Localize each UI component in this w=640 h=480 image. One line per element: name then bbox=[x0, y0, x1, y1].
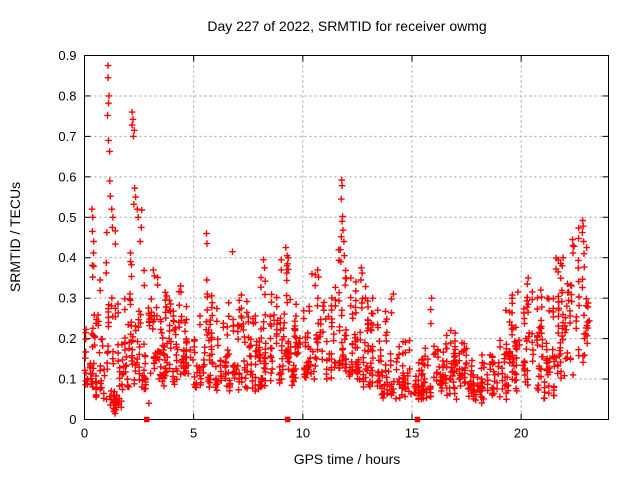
y-tick-label: 0.5 bbox=[58, 210, 76, 225]
zero-value-square-marker bbox=[284, 416, 291, 423]
y-tick-label: 0 bbox=[69, 412, 76, 427]
grid-lines bbox=[84, 55, 609, 420]
y-tick-label: 0.9 bbox=[58, 48, 76, 63]
x-tick-label: 20 bbox=[514, 426, 528, 441]
y-tick-label: 0.3 bbox=[58, 291, 76, 306]
y-tick-label: 0.1 bbox=[58, 372, 76, 387]
scatter-plus-markers bbox=[81, 62, 593, 417]
axes bbox=[84, 55, 609, 420]
zero-value-square-marker bbox=[414, 416, 421, 423]
x-tick-label: 15 bbox=[405, 426, 419, 441]
x-axis-label: GPS time / hours bbox=[294, 451, 401, 467]
y-axis-label: SRMTID / TECUs bbox=[7, 182, 23, 292]
x-tick-label: 0 bbox=[81, 426, 88, 441]
y-tick-label: 0.4 bbox=[58, 250, 76, 265]
y-tick-label: 0.2 bbox=[58, 331, 76, 346]
y-tick-label: 0.7 bbox=[58, 129, 76, 144]
y-tick-label: 0.8 bbox=[58, 88, 76, 103]
y-tick-label: 0.6 bbox=[58, 169, 76, 184]
x-tick-label: 5 bbox=[190, 426, 197, 441]
chart-title: Day 227 of 2022, SRMTID for receiver owm… bbox=[207, 18, 486, 34]
zero-value-square-marker bbox=[143, 416, 150, 423]
data-points bbox=[81, 62, 593, 423]
x-tick-label: 10 bbox=[296, 426, 310, 441]
tick-labels: 0 5 10 15 20 0 0.1 0.2 0.3 0.4 0.5 0.6 0.7 0.8 0.9 bbox=[58, 48, 528, 441]
